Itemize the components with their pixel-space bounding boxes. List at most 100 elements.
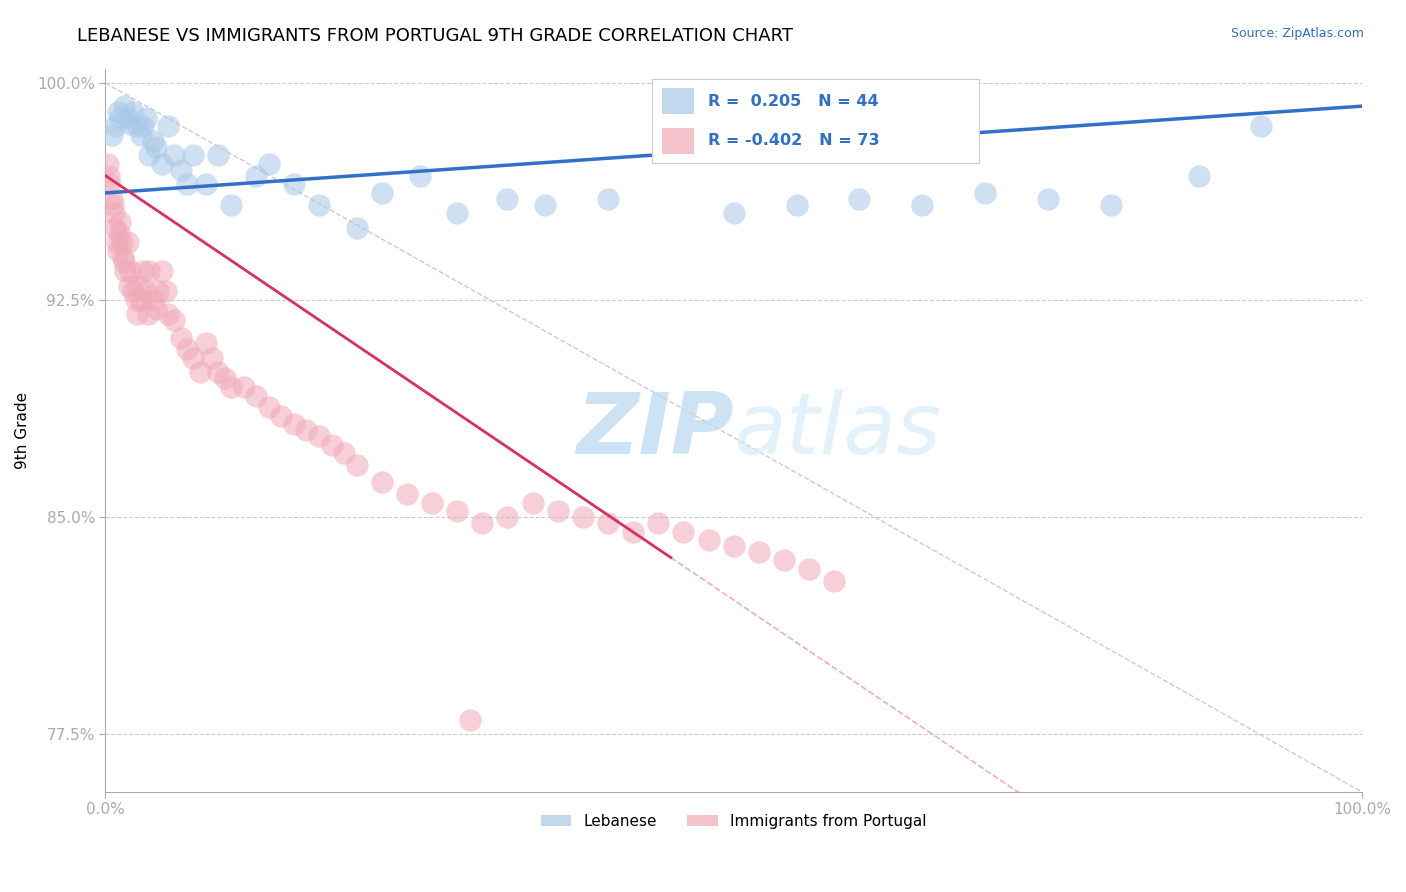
Point	[163, 313, 186, 327]
Point	[219, 380, 242, 394]
Text: atlas: atlas	[734, 389, 942, 472]
Point	[773, 553, 796, 567]
Point	[458, 713, 481, 727]
Point	[122, 285, 145, 299]
Point	[596, 516, 619, 530]
Point	[270, 409, 292, 423]
Point	[346, 220, 368, 235]
Point	[207, 365, 229, 379]
Point	[117, 235, 139, 249]
Point	[145, 139, 167, 153]
Point	[308, 429, 330, 443]
Text: ZIP: ZIP	[576, 389, 734, 472]
Point	[142, 134, 165, 148]
Point	[1036, 192, 1059, 206]
Point	[129, 293, 152, 307]
Point	[547, 504, 569, 518]
Point	[104, 120, 127, 134]
Point	[748, 545, 770, 559]
Point	[111, 250, 134, 264]
Point	[183, 148, 205, 162]
Point	[534, 197, 557, 211]
Point	[122, 104, 145, 119]
Point	[142, 293, 165, 307]
Point	[471, 516, 494, 530]
Point	[125, 120, 148, 134]
Point	[98, 169, 121, 183]
Point	[283, 178, 305, 192]
Point	[111, 235, 134, 249]
Point	[786, 197, 808, 211]
Point	[395, 487, 418, 501]
Point	[1188, 169, 1211, 183]
Point	[522, 495, 544, 509]
Point	[135, 285, 157, 299]
Point	[371, 186, 394, 200]
Point	[848, 192, 870, 206]
Point	[723, 206, 745, 220]
Point	[420, 495, 443, 509]
Point	[245, 388, 267, 402]
Point	[911, 197, 934, 211]
Point	[97, 157, 120, 171]
Point	[138, 148, 160, 162]
Point	[723, 539, 745, 553]
Point	[100, 192, 122, 206]
Point	[207, 148, 229, 162]
Point	[150, 264, 173, 278]
Point	[201, 351, 224, 365]
Point	[572, 510, 595, 524]
Point	[136, 308, 159, 322]
Point	[496, 510, 519, 524]
Point	[219, 197, 242, 211]
Point	[183, 351, 205, 365]
Point	[150, 157, 173, 171]
Point	[170, 331, 193, 345]
Text: LEBANESE VS IMMIGRANTS FROM PORTUGAL 9TH GRADE CORRELATION CHART: LEBANESE VS IMMIGRANTS FROM PORTUGAL 9TH…	[77, 27, 793, 45]
Point	[371, 475, 394, 490]
Point	[496, 192, 519, 206]
Point	[104, 220, 127, 235]
Point	[117, 111, 139, 125]
Point	[118, 278, 141, 293]
Point	[157, 308, 180, 322]
Point	[176, 342, 198, 356]
Point	[974, 186, 997, 200]
Point	[257, 157, 280, 171]
Point	[107, 104, 129, 119]
Point	[697, 533, 720, 548]
Point	[672, 524, 695, 539]
Point	[110, 215, 132, 229]
Point	[1099, 197, 1122, 211]
Point	[127, 278, 149, 293]
Point	[797, 562, 820, 576]
Point	[321, 438, 343, 452]
Point	[112, 99, 135, 113]
Point	[214, 371, 236, 385]
Point	[112, 255, 135, 269]
Point	[110, 111, 132, 125]
Point	[100, 178, 122, 192]
Point	[446, 504, 468, 518]
Point	[129, 128, 152, 142]
Point	[188, 365, 211, 379]
Text: Source: ZipAtlas.com: Source: ZipAtlas.com	[1230, 27, 1364, 40]
Point	[446, 206, 468, 220]
Point	[295, 423, 318, 437]
Point	[114, 264, 136, 278]
Point	[120, 116, 142, 130]
Point	[647, 516, 669, 530]
Point	[125, 308, 148, 322]
Point	[138, 264, 160, 278]
Point	[257, 400, 280, 414]
Point	[157, 120, 180, 134]
Point	[155, 285, 177, 299]
Point	[408, 169, 430, 183]
Point	[163, 148, 186, 162]
Point	[120, 264, 142, 278]
Point	[170, 162, 193, 177]
Point	[283, 417, 305, 432]
Point	[245, 169, 267, 183]
Point	[194, 336, 217, 351]
Point	[176, 178, 198, 192]
